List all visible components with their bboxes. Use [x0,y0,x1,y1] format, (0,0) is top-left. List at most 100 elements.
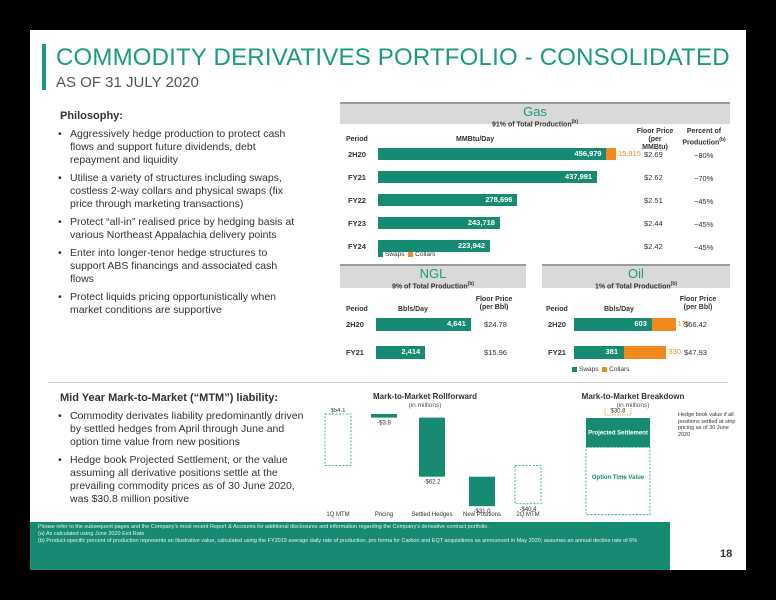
rollforward-bar [419,417,445,477]
gas-row-period: FY21 [348,173,366,182]
list-item: Protect liquids pricing opportunisticall… [56,291,304,317]
footer-right-panel [670,522,746,570]
page-title: COMMODITY DERIVATIVES PORTFOLIO - CONSOL… [56,44,730,71]
gas-floor-price: $2.44 [644,219,663,228]
rollforward-bar [469,476,495,507]
gas-col-pct-sup: (b) [719,137,726,143]
footnote: Please refer to the subsequent pages and… [38,524,489,530]
gas-swaps-label: 456,979 [574,149,602,158]
legend-swaps: Swaps [579,366,599,373]
oil-subtitle-text: 1% of Total Production [594,283,671,291]
ngl-floor-price: $24.78 [484,320,507,329]
oil-subtitle-sup: (b) [670,281,678,287]
rollforward-tick-label: New Positions [463,512,501,518]
legend-swaps: Swaps [385,251,405,258]
mtm-list: Commodity derivates liability predominan… [56,410,306,511]
gas-percent: ~80% [694,151,714,160]
gas-legend: Swaps Collars [378,251,435,258]
oil-swaps-label: 381 [605,347,619,356]
swaps-swatch [572,366,577,372]
gas-floor-price: $2.62 [644,173,663,182]
ngl-row-period: 2H20 [346,320,364,329]
list-item: Enter into longer-tenor hedge structures… [56,247,304,286]
footnote: (b) Product-specific percent of producti… [38,538,638,544]
footnote: (a) As calculated using June 2020 Exit R… [38,531,145,537]
slide-page: COMMODITY DERIVATIVES PORTFOLIO - CONSOL… [30,30,746,570]
breakdown-bar-label: Option Time Value [592,475,645,481]
breakdown-bar [586,418,650,448]
gas-collars-bar [606,148,616,160]
rollforward-data-label: $54.1 [330,408,346,414]
list-item: Commodity derivates liability predominan… [56,410,306,449]
gas-row-period: FY24 [348,242,366,251]
ngl-swaps-bar [376,346,426,359]
breakdown-data-label: $30.8 [610,409,626,415]
philosophy-list: Aggressively hedge production to protect… [56,128,304,322]
gas-swaps-bar [378,148,607,160]
gas-collars-label: 15,815 [617,149,641,158]
legend-collars: Collars [609,366,630,373]
footnotes: Please refer to the subsequent pages and… [38,524,668,545]
oil-collars-bar [652,318,676,331]
rollforward-tick-label: Pricing [375,512,393,518]
oil-floor-price: $66.42 [684,320,707,329]
oil-legend: Swaps Collars [572,366,629,373]
oil-row-period: 2H20 [548,320,566,329]
oil-subtitle: 1% of Total Production(b) [542,280,730,291]
ngl-col-period: Period [346,306,368,313]
rollforward-bar [371,414,397,418]
collars-swatch [602,366,608,372]
gas-swaps-label: 223,942 [457,241,486,250]
oil-floor-price: $47.93 [684,348,707,357]
gas-swaps-bar [378,171,597,183]
gas-col-pct-text: Percent of Production [682,128,722,147]
oil-title: Oil [628,266,644,281]
breakdown-note: Hedge book value if all positions settle… [678,412,736,438]
rollforward-title: Mark-to-Market Rollforward [372,392,477,401]
gas-floor-price: $2.42 [644,242,663,251]
rollforward-subtitle: (in millions) [408,402,442,409]
footer-bar [30,522,670,570]
gas-percent: ~45% [694,197,714,206]
gas-subtitle-text: 91% of Total Production [492,121,572,129]
ngl-swaps-label: 2,414 [401,347,421,356]
rollforward-chart: $54.1 1Q MTM -$3.8 Pricing -$62.2 Settled Hed… [324,408,542,518]
oil-collars-label: 179 [677,319,691,328]
legend-collars: Collars [415,251,436,258]
oil-col-unit: Bbls/Day [604,306,634,313]
rollforward-tick-label: Settled Hedges [411,512,452,518]
gas-col-pct: Percent of Production(b) [678,128,730,147]
breakdown-bar [585,446,651,516]
oil-collars-bar [623,346,667,359]
gas-swaps-bar [378,240,490,252]
oil-col-period: Period [546,306,568,313]
gas-col-unit: MMBtu/Day [456,136,495,143]
breakdown-title: Mark-to-Market Breakdown [581,392,685,401]
gas-subtitle-sup: (b) [571,119,578,125]
oil-collars-label: 330 [668,347,681,356]
gas-percent: ~45% [694,243,714,252]
oil-swaps-bar [574,346,624,359]
page-subtitle: AS OF 31 JULY 2020 [56,74,199,91]
gas-swaps-bar [378,194,518,206]
gas-swaps-label: 243,718 [467,218,495,227]
breakdown-callout-box [604,408,632,416]
gas-swaps-label: 437,991 [564,172,593,181]
gas-subtitle: 91% of Total Production(b) [340,118,730,129]
swaps-swatch [378,251,383,257]
oil-header: Oil 1% of Total Production(b) [542,264,730,291]
list-item: Protect “all-in” realised price by hedgi… [56,216,304,242]
gas-row-period: 2H20 [348,150,366,159]
ngl-subtitle: 9% of Total Production(b) [340,280,526,291]
oil-row-period: FY21 [548,348,566,357]
list-item: Hedge book Projected Settlement, or the … [56,454,306,506]
gas-floor-price: $2.51 [644,196,663,205]
rollforward-tick-label: 1Q MTM [326,512,349,518]
rollforward-bar [514,464,542,505]
gas-header: Gas 91% of Total Production(b) [340,102,730,128]
list-item: Aggressively hedge production to protect… [56,128,304,167]
gas-row-period: FY23 [348,219,366,228]
section-divider [48,382,728,383]
